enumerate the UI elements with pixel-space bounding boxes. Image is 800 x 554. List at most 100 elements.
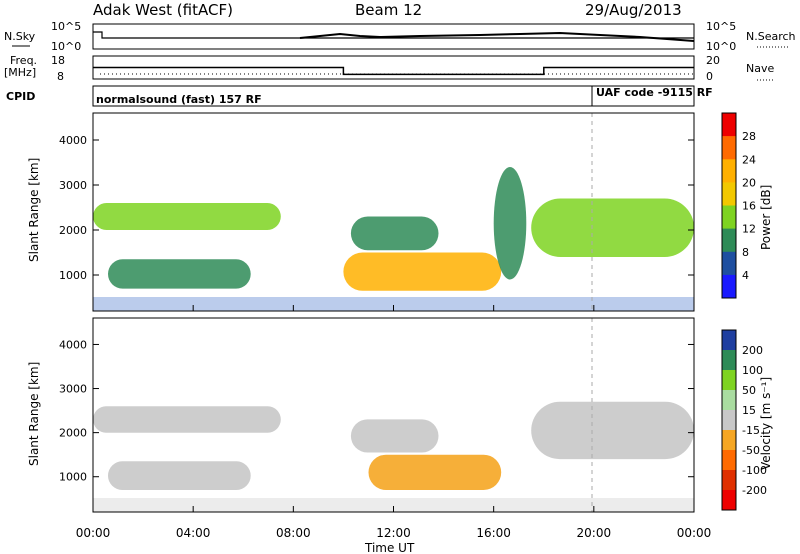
power-echo-band-5 (493, 167, 527, 280)
colorbar-tick-4: 16 (742, 200, 756, 213)
colorbar-tick-4: 15 (742, 404, 756, 417)
freq-tick-low: 8 (57, 70, 64, 83)
ytick-label-2: 2000 (59, 427, 87, 440)
nsky-label: N.Sky (4, 30, 36, 43)
power-echo-band-2 (108, 259, 251, 289)
freq-tick-high: 18 (51, 54, 65, 67)
colorbar-swatch-7 (722, 450, 736, 471)
power-echo-bands (93, 167, 694, 311)
cpid-right-mode: UAF code -9115 RF (596, 86, 713, 99)
colorbar-tick-8: -200 (742, 484, 767, 497)
velocity-echo-band-1 (93, 406, 281, 433)
xtick-label-3: 08:00 (276, 526, 311, 540)
nsky-trace (93, 31, 694, 39)
beam-title: Beam 12 (355, 1, 422, 19)
power-ylabel: Slant Range [km] (27, 158, 41, 262)
power-echo-band-1 (93, 203, 281, 230)
colorbar-tick-7: -100 (742, 464, 767, 477)
time-axis: 00:00 04:00 08:00 12:00 16:00 20:00 00:00 (76, 305, 712, 540)
xtick-label-7: 00:00 (677, 526, 712, 540)
colorbar-frame (721, 329, 737, 511)
cpid-left-mode: normalsound (fast) 157 RF (96, 93, 262, 106)
colorbar-swatch-5 (722, 205, 736, 230)
ytick-label-4: 4000 (59, 134, 87, 147)
velocity-echo-band-2 (108, 461, 251, 490)
nsearch-tick-high: 10^5 (706, 20, 736, 33)
xtick-label-6: 20:00 (577, 526, 612, 540)
velocity-ground-clutter (93, 498, 694, 512)
ytick-label-2: 2000 (59, 224, 87, 237)
colorbar-frame (721, 112, 737, 299)
colorbar-swatch-5 (722, 410, 736, 431)
nave-tick-low: 0 (706, 70, 713, 83)
colorbar-tick-1: 200 (742, 344, 763, 357)
nave-tick-high: 20 (706, 54, 720, 67)
power-echo-band-3 (343, 252, 502, 291)
nsearch-label: N.Search (746, 30, 796, 43)
freq-label-2: [MHz] (4, 66, 36, 79)
nsearch-trace (299, 31, 695, 42)
velocity-yaxis: 1000 2000 3000 4000 (59, 338, 694, 484)
xtick-label-2: 04:00 (176, 526, 211, 540)
date-title: 29/Aug/2013 (585, 1, 682, 19)
xtick-label-1: 00:00 (76, 526, 111, 540)
velocity-echo-band-5 (531, 401, 694, 460)
velocity-echo-band-3 (368, 454, 502, 490)
power-echo-band-4 (350, 216, 439, 251)
colorbar-tick-1: 28 (742, 130, 756, 143)
colorbar-tick-3: 20 (742, 176, 756, 189)
freq-trace (93, 66, 694, 76)
xtick-label-4: 12:00 (376, 526, 411, 540)
colorbar-swatch-7 (722, 251, 736, 276)
colorbar-swatch-3 (722, 370, 736, 391)
velocity-colorbar-label: Velocity [m s⁻¹] (759, 377, 773, 470)
colorbar-tick-5: -15 (742, 424, 760, 437)
colorbar-swatch-8 (722, 274, 736, 299)
ytick-label-1: 1000 (59, 269, 87, 282)
power-ground-clutter (93, 297, 694, 311)
ytick-label-3: 3000 (59, 383, 87, 396)
cpid-panel (92, 85, 695, 107)
power-yaxis: 1000 2000 3000 4000 (59, 134, 694, 282)
nsky-tick-high: 10^5 (51, 20, 81, 33)
power-colorbar: 28 24 20 16 12 8 4 (721, 112, 756, 299)
colorbar-swatch-4 (722, 182, 736, 206)
ytick-label-1: 1000 (59, 471, 87, 484)
colorbar-tick-2: 24 (742, 153, 756, 166)
ytick-label-4: 4000 (59, 338, 87, 351)
xtick-label-5: 16:00 (476, 526, 511, 540)
cpid-label: CPID (6, 90, 35, 103)
colorbar-swatch-8 (722, 470, 736, 491)
nsky-panel (92, 23, 695, 50)
time-axis-label: Time UT (364, 541, 415, 554)
colorbar-swatch-4 (722, 390, 736, 411)
colorbar-swatch-9 (722, 490, 736, 511)
colorbar-swatch-1 (722, 113, 736, 137)
colorbar-tick-6: 8 (742, 246, 749, 259)
velocity-colorbar: 200 100 50 15 -15 -50 -100 -200 (721, 329, 767, 511)
velocity-echo-band-4 (350, 419, 439, 453)
colorbar-swatch-1 (722, 330, 736, 351)
colorbar-tick-2: 100 (742, 364, 763, 377)
colorbar-swatch-6 (722, 430, 736, 451)
colorbar-swatch-3 (722, 159, 736, 183)
power-echo-band-6 (531, 198, 694, 257)
nsky-tick-low: 10^0 (51, 40, 81, 53)
colorbar-swatch-2 (722, 136, 736, 160)
power-colorbar-label: Power [dB] (759, 185, 773, 250)
ytick-label-3: 3000 (59, 179, 87, 192)
colorbar-tick-3: 50 (742, 384, 756, 397)
velocity-ylabel: Slant Range [km] (27, 362, 41, 466)
power-panel: 1000 2000 3000 4000 Slant Range [km] (27, 112, 695, 312)
freq-label-1: Freq. (10, 54, 37, 67)
nave-label: Nave (746, 62, 774, 75)
colorbar-tick-7: 4 (742, 269, 749, 282)
station-title: Adak West (fitACF) (93, 1, 233, 19)
colorbar-tick-6: -50 (742, 444, 760, 457)
velocity-echo-bands (93, 401, 694, 512)
colorbar-tick-5: 12 (742, 223, 756, 236)
colorbar-swatch-6 (722, 228, 736, 253)
colorbar-swatch-2 (722, 350, 736, 371)
velocity-panel: 1000 2000 3000 4000 00:00 04:00 08:00 12:00 16:… (27, 305, 711, 554)
